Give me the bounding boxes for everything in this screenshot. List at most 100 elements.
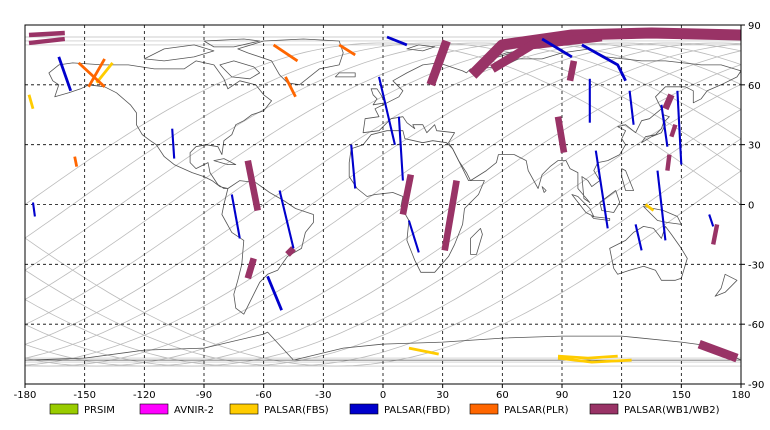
coastline-madagascar (470, 227, 483, 255)
coastline-borneo (599, 190, 621, 213)
palsar-wb-track (566, 60, 578, 82)
palsar-wb-track (285, 246, 296, 257)
x-tick-label: -180 (14, 390, 37, 401)
legend-label: PALSAR(PLR) (504, 405, 569, 416)
x-tick-label: 30 (436, 390, 449, 401)
palsar-plr-track (87, 58, 106, 88)
legend-swatch (349, 403, 379, 415)
palsar-wb-track (426, 39, 451, 87)
palsar-fbd-track (594, 150, 609, 229)
y-tick-label: 0 (748, 201, 754, 212)
x-tick-label: 60 (496, 390, 509, 401)
palsar-fbd-track (397, 116, 404, 181)
palsar-fbd-track (278, 190, 295, 249)
coastline-south-america (221, 180, 314, 315)
palsar-wb-track (662, 93, 675, 111)
palsar-plr-track (272, 43, 299, 63)
palsar-fbs-track (95, 62, 114, 84)
palsar-fbd-track (407, 220, 420, 253)
palsar-plr-track (77, 61, 106, 88)
longitude-tick-labels: -180 -150 -120 -90 -60 -30 0 30 60 90 120 150 180 (14, 384, 751, 401)
coastline-sri-lanka (541, 186, 547, 193)
x-tick-label: 90 (556, 390, 569, 401)
palsar-wb-track (468, 27, 742, 79)
coastline-iceland (334, 72, 356, 78)
coastline-north-america (48, 60, 273, 189)
y-tick-label: 30 (748, 141, 761, 152)
coastline-africa (348, 130, 485, 273)
palsar-fbd-track (634, 224, 643, 251)
palsar-fbd-track (660, 104, 669, 147)
palsar-fbd-track (708, 214, 715, 227)
y-tick-label: -60 (748, 320, 764, 331)
x-tick-label: 0 (380, 390, 386, 401)
palsar-fbd-track (541, 37, 573, 59)
legend-swatch (139, 403, 169, 415)
palsar-plr-track (284, 76, 297, 98)
palsar-wb-track (697, 339, 739, 363)
palsar-wb-track (244, 257, 257, 280)
legend-swatch (589, 403, 619, 415)
y-tick-label: -30 (748, 260, 764, 271)
legend-item: AVNIR-2 (139, 403, 214, 416)
coastline-japan (641, 114, 670, 144)
palsar-fbs-track (557, 356, 632, 364)
palsar-fbd-track (656, 170, 667, 241)
sensor-tracks-layer (27, 27, 742, 364)
legend-label: AVNIR-2 (174, 405, 214, 416)
legend-label: PALSAR(FBD) (384, 405, 450, 416)
y-tick-label: -90 (748, 380, 764, 391)
palsar-fbd-track (377, 76, 396, 145)
y-tick-label: 90 (748, 21, 761, 32)
coastline-eurasia (362, 48, 742, 203)
palsar-fbd-track (581, 43, 627, 82)
palsar-wb-track (490, 32, 603, 73)
coastline-canadian-arctic-1 (143, 44, 215, 62)
lat-lon-grid (25, 25, 741, 384)
coastline-baffin (219, 60, 261, 80)
y-tick-label: 60 (748, 81, 761, 92)
palsar-fbd-track (171, 128, 176, 159)
palsar-fbd-track (676, 90, 683, 165)
legend: PRSIM AVNIR-2 PALSAR(FBS) PALSAR(FBD) PALSAR… (49, 403, 720, 416)
coastline-canadian-arctic-2 (203, 38, 261, 48)
legend-swatch (469, 403, 499, 415)
palsar-fbd-track (628, 90, 635, 125)
orbit-track (24, 138, 742, 367)
palsar-fbd-track (230, 194, 241, 239)
palsar-fbd-track (266, 275, 283, 311)
palsar-fbd-track (57, 56, 73, 92)
legend-item: PALSAR(WB1/WB2) (589, 403, 720, 416)
coastline-australia (609, 225, 688, 281)
coastline-cuba (213, 158, 237, 166)
x-tick-label: -150 (73, 390, 96, 401)
palsar-wb-track (554, 116, 568, 154)
palsar-fbs-track (644, 203, 655, 212)
x-tick-label: -30 (315, 390, 331, 401)
palsar-fbs-track (27, 94, 35, 110)
palsar-wb-track (28, 36, 66, 46)
palsar-plr-track (73, 156, 79, 167)
legend-label: PALSAR(FBS) (264, 405, 329, 416)
legend-item: PALSAR(FBD) (349, 403, 450, 416)
coastline-svalbard (406, 44, 436, 52)
palsar-fbd-track (386, 35, 408, 47)
palsar-plr-track (338, 43, 356, 57)
palsar-fbd-track (350, 144, 357, 189)
palsar-wb-track (28, 30, 65, 38)
x-tick-label: 120 (612, 390, 631, 401)
palsar-wb-track (669, 124, 678, 138)
legend-item: PRSIM (49, 403, 115, 416)
palsar-fbs-track (408, 346, 439, 356)
x-tick-label: -60 (255, 390, 271, 401)
legend-item: PALSAR(FBS) (229, 403, 329, 416)
palsar-wb-track (665, 154, 672, 171)
latitude-tick-labels: 90 60 30 0 -30 -60 -90 (741, 21, 764, 391)
legend-swatch (229, 403, 259, 415)
legend-swatch (49, 403, 79, 415)
legend-item: PALSAR(PLR) (469, 403, 569, 416)
x-tick-label: 180 (731, 390, 750, 401)
x-tick-label: -120 (133, 390, 156, 401)
palsar-fbd-track (31, 202, 36, 217)
